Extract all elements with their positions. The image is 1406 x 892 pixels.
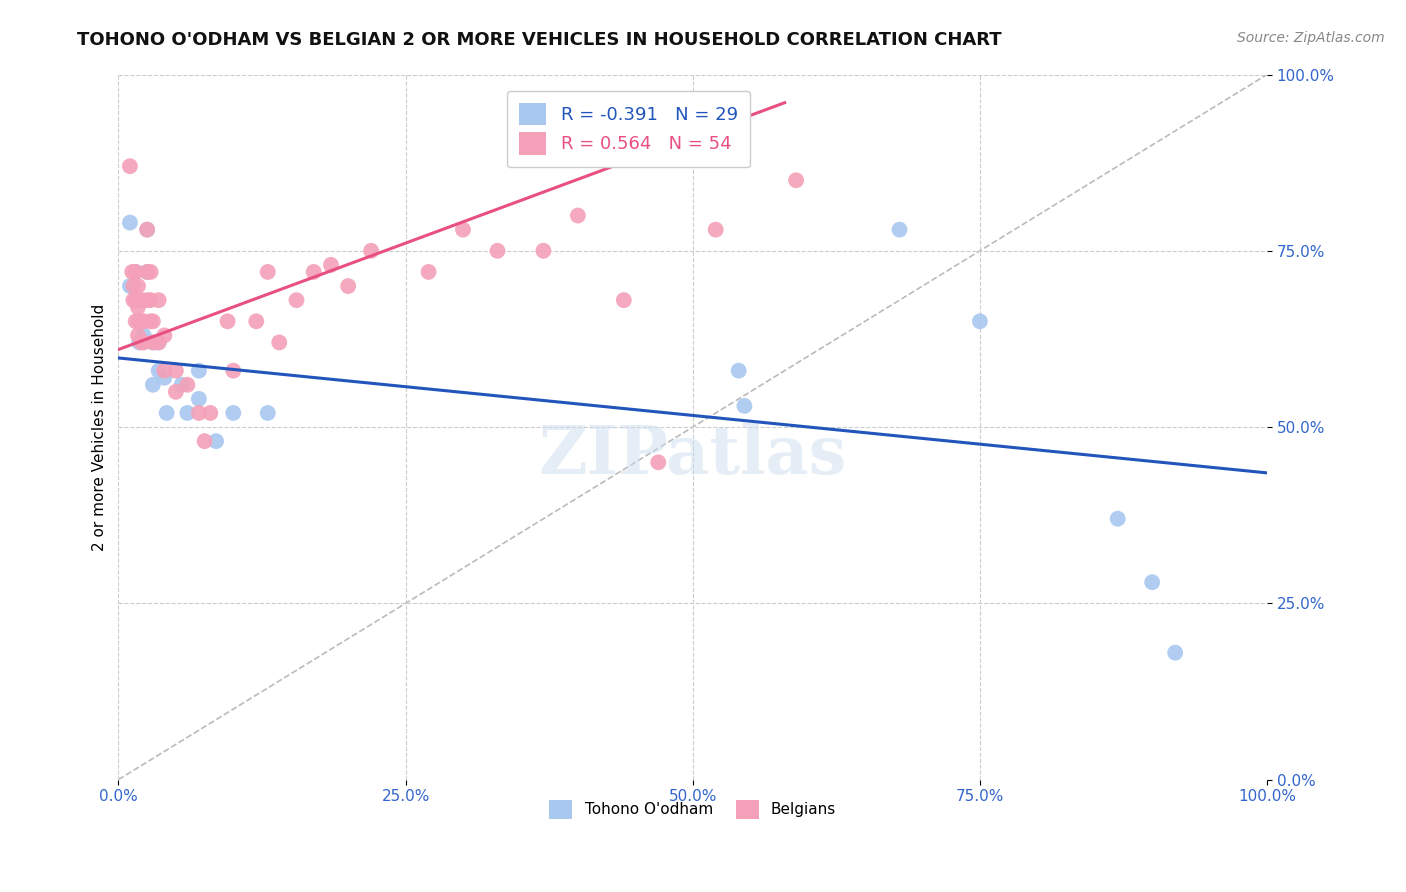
Text: TOHONO O'ODHAM VS BELGIAN 2 OR MORE VEHICLES IN HOUSEHOLD CORRELATION CHART: TOHONO O'ODHAM VS BELGIAN 2 OR MORE VEHI… bbox=[77, 31, 1002, 49]
Point bbox=[122, 293, 145, 307]
Point bbox=[132, 314, 155, 328]
Point bbox=[165, 364, 187, 378]
Point bbox=[153, 364, 176, 378]
Point bbox=[118, 159, 141, 173]
Point bbox=[136, 222, 159, 236]
Point bbox=[613, 293, 636, 307]
Point bbox=[132, 335, 155, 350]
Point bbox=[127, 279, 149, 293]
Point bbox=[567, 209, 589, 223]
Point bbox=[131, 314, 153, 328]
Point bbox=[142, 314, 165, 328]
Point bbox=[127, 328, 149, 343]
Point bbox=[142, 335, 165, 350]
Point bbox=[205, 434, 228, 449]
Point bbox=[969, 314, 991, 328]
Point bbox=[124, 293, 146, 307]
Point bbox=[1164, 646, 1187, 660]
Point bbox=[142, 335, 165, 350]
Point bbox=[128, 314, 150, 328]
Point bbox=[131, 335, 153, 350]
Point bbox=[176, 406, 198, 420]
Point bbox=[533, 244, 555, 258]
Point bbox=[136, 265, 159, 279]
Point bbox=[142, 377, 165, 392]
Point bbox=[122, 279, 145, 293]
Point bbox=[128, 293, 150, 307]
Point bbox=[302, 265, 325, 279]
Point bbox=[187, 392, 209, 406]
Point bbox=[733, 399, 755, 413]
Point bbox=[139, 293, 162, 307]
Point bbox=[127, 300, 149, 314]
Point bbox=[121, 265, 143, 279]
Point bbox=[165, 384, 187, 399]
Point bbox=[139, 314, 162, 328]
Point bbox=[418, 265, 440, 279]
Point bbox=[1107, 512, 1129, 526]
Point bbox=[360, 244, 382, 258]
Point bbox=[187, 406, 209, 420]
Point bbox=[245, 314, 267, 328]
Point bbox=[269, 335, 291, 350]
Point bbox=[889, 222, 911, 236]
Point bbox=[1140, 575, 1163, 590]
Point bbox=[131, 293, 153, 307]
Point bbox=[647, 455, 669, 469]
Point bbox=[222, 406, 245, 420]
Legend: Tohono O'odham, Belgians: Tohono O'odham, Belgians bbox=[543, 794, 842, 825]
Point bbox=[194, 434, 217, 449]
Point bbox=[217, 314, 239, 328]
Point bbox=[153, 328, 176, 343]
Point bbox=[256, 406, 278, 420]
Point bbox=[319, 258, 342, 272]
Point bbox=[139, 265, 162, 279]
Point bbox=[727, 364, 749, 378]
Point bbox=[136, 293, 159, 307]
Y-axis label: 2 or more Vehicles in Household: 2 or more Vehicles in Household bbox=[93, 303, 107, 550]
Point bbox=[285, 293, 308, 307]
Point bbox=[337, 279, 360, 293]
Point bbox=[176, 377, 198, 392]
Point bbox=[118, 216, 141, 230]
Point bbox=[136, 265, 159, 279]
Point bbox=[148, 364, 170, 378]
Text: ZIPatlas: ZIPatlas bbox=[538, 423, 846, 488]
Point bbox=[222, 364, 245, 378]
Point bbox=[148, 335, 170, 350]
Point bbox=[124, 314, 146, 328]
Point bbox=[170, 377, 193, 392]
Point bbox=[136, 222, 159, 236]
Point bbox=[187, 364, 209, 378]
Point bbox=[124, 265, 146, 279]
Point bbox=[156, 406, 179, 420]
Point bbox=[124, 293, 146, 307]
Point bbox=[200, 406, 222, 420]
Point bbox=[256, 265, 278, 279]
Point bbox=[148, 293, 170, 307]
Point bbox=[148, 335, 170, 350]
Point bbox=[132, 328, 155, 343]
Point bbox=[785, 173, 807, 187]
Point bbox=[486, 244, 509, 258]
Point bbox=[451, 222, 474, 236]
Point bbox=[128, 335, 150, 350]
Point bbox=[124, 265, 146, 279]
Point bbox=[153, 370, 176, 384]
Point bbox=[704, 222, 727, 236]
Point bbox=[128, 314, 150, 328]
Point bbox=[118, 279, 141, 293]
Text: Source: ZipAtlas.com: Source: ZipAtlas.com bbox=[1237, 31, 1385, 45]
